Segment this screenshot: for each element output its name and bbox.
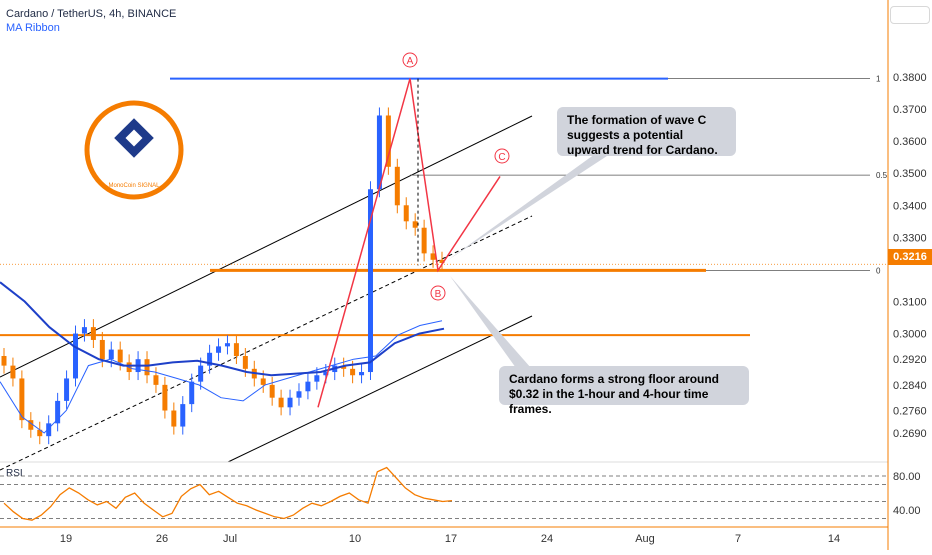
x-tick-label: 17	[445, 533, 457, 545]
symbol-title: Cardano / TetherUS, 4h, BINANCE	[6, 8, 177, 20]
candle-body	[314, 375, 320, 382]
candle-body	[341, 365, 347, 369]
x-tick-label: 10	[349, 533, 361, 545]
current-price-tag: 0.3216	[888, 249, 932, 265]
candle-body	[242, 356, 248, 369]
y-tick-label: 0.2690	[893, 428, 927, 440]
candle-body	[81, 327, 87, 334]
candle-body	[46, 423, 52, 437]
candle-body	[421, 227, 427, 254]
candle-body	[1, 356, 7, 366]
wave-label-a: A	[407, 56, 414, 67]
candle-body	[73, 333, 79, 379]
rsi-tick-label: 80.00	[893, 471, 921, 483]
rsi-title: RSI	[6, 468, 23, 479]
wave-label-a-circle	[402, 52, 418, 68]
candle-body	[180, 404, 186, 427]
wave-label-b-circle	[430, 285, 446, 301]
candle-body	[90, 327, 96, 340]
wave-path	[317, 78, 501, 408]
candle-body	[439, 259, 445, 264]
y-tick-label: 0.2920	[893, 354, 927, 366]
candle-body	[216, 346, 222, 353]
candle-body	[207, 352, 213, 366]
y-tick-label: 0.2760	[893, 406, 927, 418]
candle-body	[403, 205, 409, 222]
ma-slow-line	[0, 281, 445, 377]
y-tick-label: 0.3100	[893, 296, 927, 308]
x-tick-label: Aug	[635, 533, 655, 545]
candle-body	[430, 253, 436, 260]
candle-body	[37, 429, 43, 437]
fib-level-label: 1	[876, 75, 881, 84]
candle-body	[153, 375, 159, 385]
logo-text: MonoCoin SIGNAL	[108, 183, 160, 189]
candle-body	[162, 384, 168, 411]
x-tick-label: 24	[541, 533, 553, 545]
candle-body	[224, 343, 230, 347]
callout-floor: Cardano forms a strong floor around $0.3…	[499, 366, 749, 416]
candle-body	[28, 420, 34, 430]
x-tick-label: Jul	[223, 533, 237, 545]
y-tick-label: 0.3300	[893, 232, 927, 244]
channel-mid-line	[0, 215, 533, 471]
candle-body	[359, 372, 365, 376]
rsi-line	[3, 466, 453, 521]
candle-body	[394, 166, 400, 206]
y-tick-label: 0.3600	[893, 136, 927, 148]
chart-menu-button[interactable]	[890, 6, 930, 24]
x-tick-label: 26	[156, 533, 168, 545]
candle-body	[19, 378, 25, 421]
wave-label-c: C	[498, 152, 505, 163]
candle-body	[305, 381, 311, 392]
candle-body	[260, 378, 266, 385]
callout-pointer-c	[448, 154, 610, 260]
candle-body	[376, 115, 382, 190]
candle-body	[10, 365, 16, 379]
candle-body	[64, 378, 70, 401]
candle-body	[323, 372, 329, 376]
candle-body	[287, 397, 293, 408]
candle-body	[189, 381, 195, 405]
y-tick-label: 0.3400	[893, 200, 927, 212]
candle-body	[117, 349, 123, 363]
candle-body	[385, 115, 391, 167]
channel-lower-line	[227, 315, 533, 463]
x-tick-label: 7	[735, 533, 741, 545]
candle-body	[198, 365, 204, 382]
callout-pointer-floor	[450, 276, 531, 368]
candle-body	[350, 368, 356, 376]
indicator-label[interactable]: MA Ribbon	[6, 22, 60, 34]
candle-body	[278, 397, 284, 408]
candle-body	[233, 343, 239, 357]
wave-label-c-circle	[494, 148, 510, 164]
x-tick-label: 19	[60, 533, 72, 545]
wave-label-b: B	[435, 289, 442, 300]
fib-level-label: 0	[876, 266, 881, 275]
candle-body	[55, 400, 61, 424]
candle-body	[367, 189, 373, 373]
candle-body	[144, 359, 150, 376]
fib-level-label: 0.5	[876, 171, 888, 180]
y-tick-label: 0.2840	[893, 380, 927, 392]
candle-body	[99, 339, 105, 360]
candle-body	[412, 221, 418, 228]
candle-body	[269, 384, 275, 398]
y-tick-label: 0.3700	[893, 104, 927, 116]
y-tick-label: 0.3000	[893, 329, 927, 341]
rsi-tick-label: 40.00	[893, 505, 921, 517]
candle-body	[296, 391, 302, 398]
y-tick-label: 0.3800	[893, 72, 927, 84]
candle-body	[108, 349, 114, 360]
candle-body	[171, 410, 177, 427]
callout-wave-c: The formation of wave C suggests a poten…	[557, 107, 736, 157]
x-tick-label: 14	[828, 533, 840, 545]
channel-upper-line	[0, 115, 533, 378]
ma-fast-line	[0, 320, 443, 434]
y-tick-label: 0.3500	[893, 168, 927, 180]
